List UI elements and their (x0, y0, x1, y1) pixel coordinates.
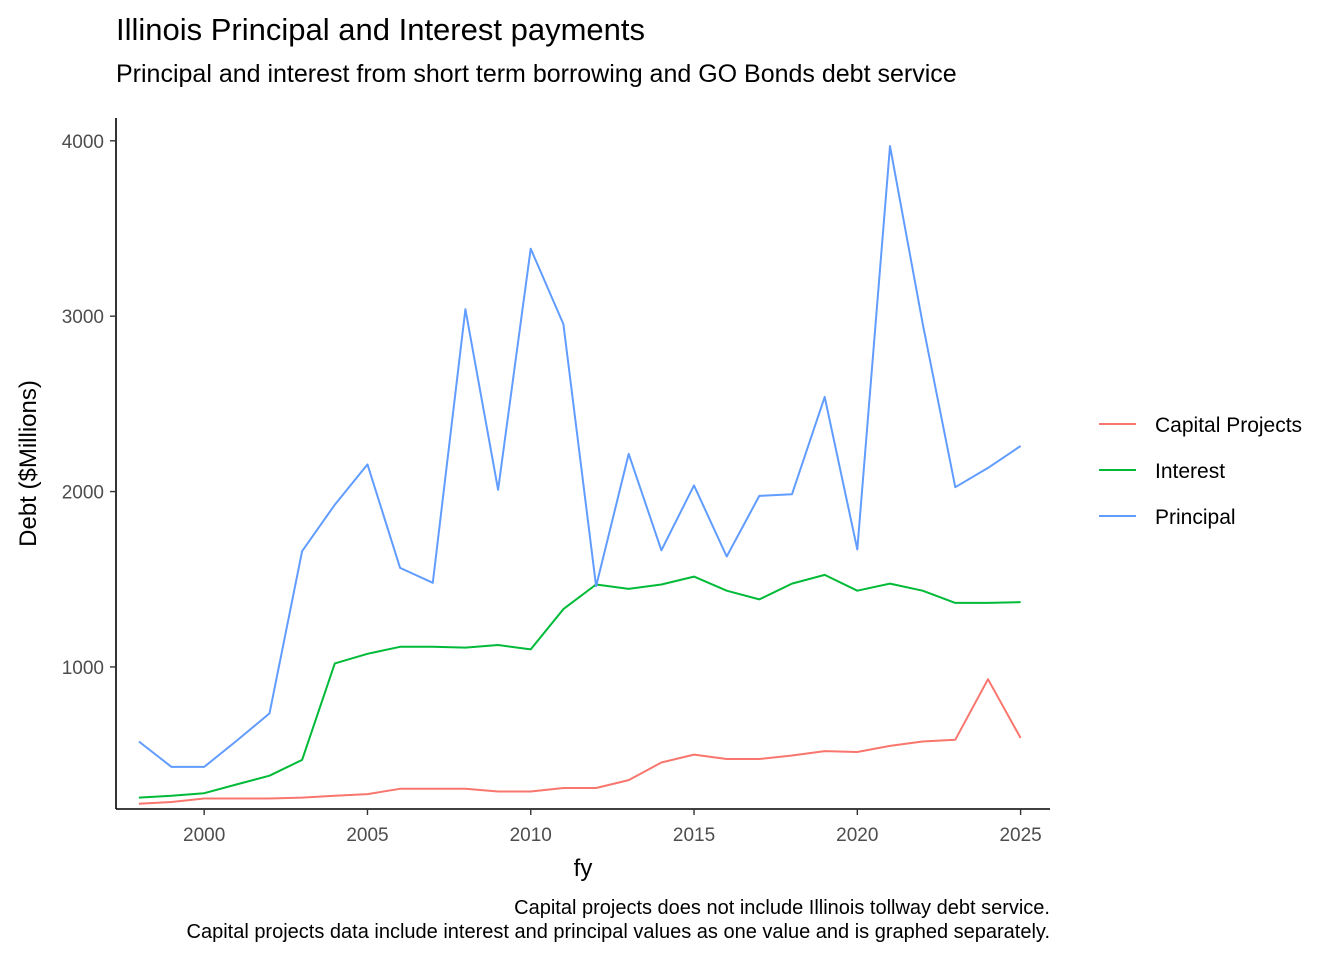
caption-line-1: Capital projects does not include Illino… (514, 897, 1050, 919)
legend: Capital Projects Interest Principal (1099, 414, 1302, 529)
series-line-interest (138, 573, 1021, 799)
chart-caption: Capital projects does not include Illino… (187, 896, 1051, 944)
x-tick-label: 2025 (999, 825, 1041, 846)
y-tick-label: 4000 (62, 132, 104, 153)
series-line-principal (138, 145, 1022, 768)
series-line-capital-projects (138, 678, 1022, 805)
x-tick-label: 2010 (510, 825, 552, 846)
chart-title: Illinois Principal and Interest payments (116, 12, 645, 47)
x-tick-label: 2000 (183, 825, 225, 846)
legend-label-capital-projects: Capital Projects (1155, 414, 1302, 437)
y-axis-title: Debt ($Millions) (15, 380, 42, 547)
chart-subtitle: Principal and interest from short term b… (116, 60, 957, 88)
axes: 2000 2005 2010 2015 2020 2025 1000 2000 3000 4000 (62, 118, 1050, 846)
y-tick-label: 2000 (62, 483, 104, 504)
legend-label-interest: Interest (1155, 460, 1225, 483)
y-tick-label: 3000 (62, 307, 104, 328)
x-axis-title: fy (574, 855, 593, 882)
x-tick-label: 2015 (673, 825, 715, 846)
y-tick-label: 1000 (62, 658, 104, 679)
x-tick-label: 2020 (836, 825, 878, 846)
x-tick-label: 2005 (346, 825, 388, 846)
series-lines (138, 145, 1022, 805)
caption-line-2: Capital projects data include interest a… (186, 921, 1051, 943)
legend-label-principal: Principal (1155, 506, 1236, 529)
